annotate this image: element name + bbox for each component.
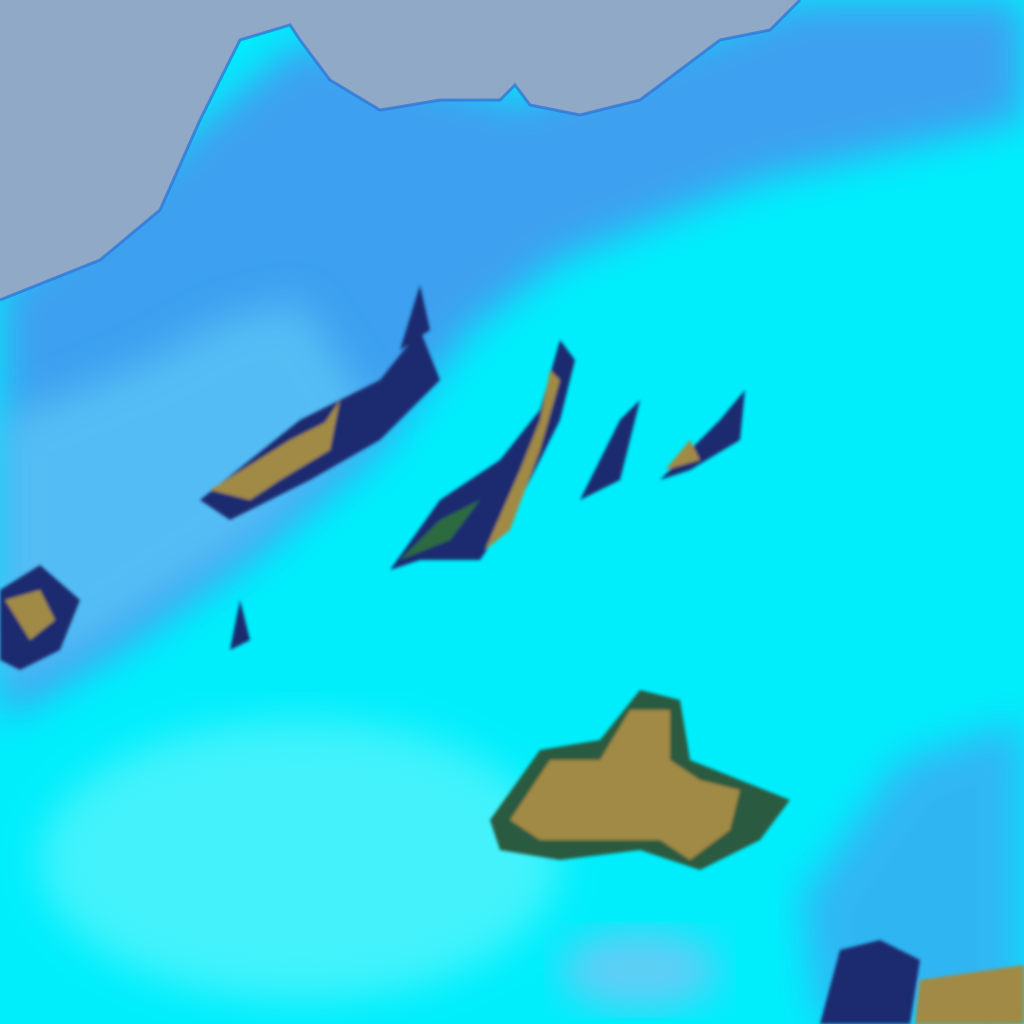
southern-massif: [490, 690, 1024, 1024]
coastline: [0, 0, 802, 302]
mountain-ridges: [0, 285, 745, 670]
land-region-light: [0, 300, 380, 690]
haze-patch: [560, 930, 720, 1010]
sea: [0, 0, 800, 300]
land-region: [0, 0, 1024, 720]
snow-patch: [40, 720, 560, 1000]
